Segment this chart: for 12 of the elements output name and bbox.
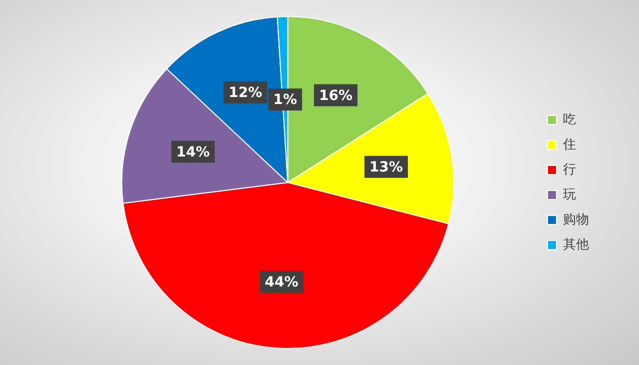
data-label: 1% [273, 92, 298, 108]
legend-label: 玩 [563, 187, 576, 202]
legend-label: 行 [563, 162, 576, 178]
data-label: 13% [369, 160, 403, 176]
data-label: 44% [264, 274, 298, 291]
legend-label: 吃 [563, 112, 576, 128]
legend-label: 购物 [563, 212, 589, 228]
data-label: 14% [176, 144, 210, 160]
legend-label: 住 [562, 137, 576, 152]
data-label: 12% [228, 85, 262, 102]
legend-label: 其他 [563, 237, 589, 252]
data-label: 16% [318, 88, 352, 104]
